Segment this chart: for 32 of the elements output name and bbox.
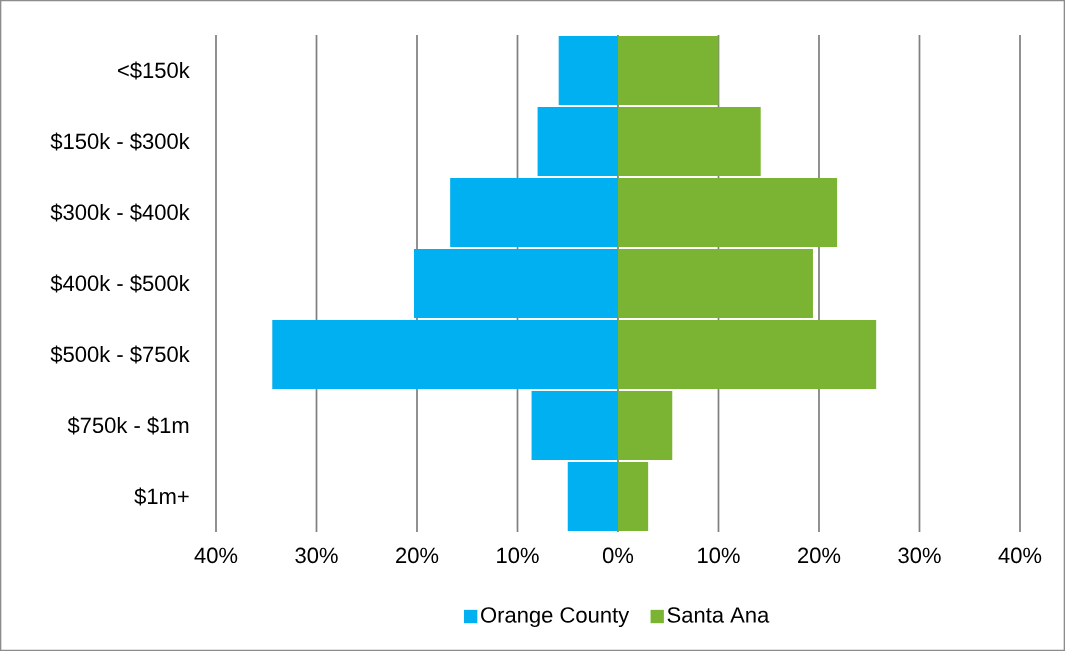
x-tick-label: 10% bbox=[698, 547, 740, 564]
bar bbox=[618, 391, 673, 461]
bar bbox=[450, 178, 618, 248]
bar bbox=[567, 462, 618, 532]
x-tick-label: 30% bbox=[898, 547, 941, 564]
y-tick-label: $1m+ bbox=[134, 487, 189, 506]
bar bbox=[537, 107, 618, 177]
x-tick-label: 40% bbox=[998, 547, 1042, 564]
y-tick-label: $750k - $1m bbox=[67, 416, 189, 435]
y-tick-label: $150k - $300k bbox=[50, 132, 190, 151]
bar bbox=[618, 36, 719, 106]
x-tick-label: 10% bbox=[497, 547, 539, 564]
bar bbox=[618, 249, 813, 319]
bar bbox=[618, 107, 761, 177]
x-tick-label: 20% bbox=[798, 547, 841, 564]
x-tick-label: 20% bbox=[396, 547, 439, 564]
bar bbox=[558, 36, 618, 106]
legend-label: Santa Ana bbox=[667, 607, 770, 623]
y-tick-label: $500k - $750k bbox=[50, 345, 190, 364]
bar bbox=[531, 391, 618, 461]
y-tick-label: <$150k bbox=[118, 61, 190, 80]
y-tick-label: $400k - $500k bbox=[50, 274, 190, 293]
x-tick-label: 0% bbox=[602, 547, 634, 564]
y-tick-label: $300k - $400k bbox=[50, 203, 190, 222]
bar bbox=[618, 462, 649, 532]
legend-label: Orange County bbox=[481, 607, 630, 628]
bar bbox=[618, 320, 877, 390]
bar bbox=[413, 249, 618, 319]
bar bbox=[272, 320, 618, 390]
x-tick-label: 30% bbox=[295, 547, 338, 564]
bar bbox=[618, 178, 838, 248]
x-tick-label: 40% bbox=[194, 547, 238, 564]
